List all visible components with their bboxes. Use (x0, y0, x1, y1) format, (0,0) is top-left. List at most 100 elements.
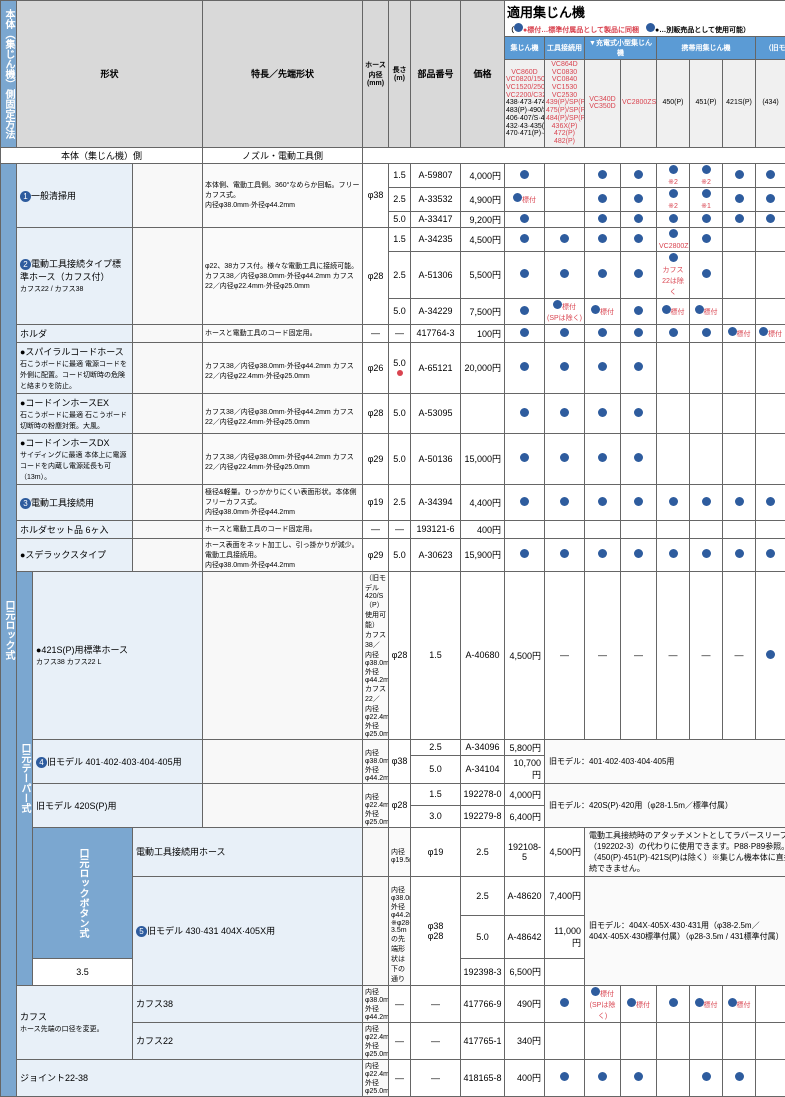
compat-cell (723, 538, 756, 571)
cat-2: 工具接続用 (545, 37, 585, 60)
shape-image (203, 739, 363, 783)
len-cell: 1.5 (411, 571, 461, 739)
len-cell: 5.0 (389, 298, 411, 324)
compat-cell (585, 484, 621, 520)
pn-cell: A-34394 (411, 484, 461, 520)
compat-cell (657, 324, 690, 342)
shape-image (133, 227, 203, 324)
dia-cell: φ28 (363, 227, 389, 324)
compat-cell (585, 211, 621, 227)
compat-cell (505, 227, 545, 251)
bottom-price: 490円 (505, 985, 545, 1022)
compat-cell (723, 187, 756, 211)
compat-cell (545, 342, 585, 393)
spec-cell: カフス38／内径φ38.0mm·外径φ44.2mm カフス22／内径φ22.4m… (203, 433, 363, 484)
compat-cell (621, 393, 657, 433)
row-name: ●421S(P)用標準ホースカフス38 カフス22 L (33, 571, 203, 739)
feature-header: 特長／先端形状 (203, 1, 363, 148)
dia-cell: φ38 (363, 163, 389, 227)
compat-cell (505, 393, 545, 433)
price-cell: 11,000円 (545, 916, 585, 959)
len-cell: 5.0 (389, 342, 411, 393)
compat-cell (585, 163, 621, 187)
dia-cell: — (363, 520, 389, 538)
compat-cell (723, 251, 756, 298)
data-row: ホルダセット品 6ヶ入ホースと電動工具のコード固定用。——193121-6400… (1, 520, 785, 538)
shape-image (363, 827, 389, 876)
compat-cell (723, 520, 756, 538)
compat-cell (545, 538, 585, 571)
section-label: 口元ロックボタン式 (33, 827, 133, 959)
body-side-label: 本体（集じん機）側 (1, 147, 203, 163)
compat-cell (657, 538, 690, 571)
compat-cell: ※2 (690, 163, 723, 187)
price-cell: 5,800円 (505, 739, 545, 756)
data-row: ●コードインホースEX石こうボードに最適 石こうボード切断時の粉塵対策。大風。カ… (1, 393, 785, 433)
cat-3: ▼充電式小型集じん機 (585, 37, 657, 60)
note-cell: 旧モデル：401·402·403·404·405用 (545, 739, 785, 783)
model-col6: 421S(P) (723, 60, 756, 148)
model-col4: 450(P) (657, 60, 690, 148)
bottom-dim: 内径φ22.4mm·外径φ25.0mm (363, 1059, 389, 1096)
compat-cell (756, 298, 785, 324)
len-cell: 5.0 (389, 211, 411, 227)
compat-cell (657, 211, 690, 227)
price-cell: 6,500円 (505, 959, 545, 985)
pn-cell: A-34229 (411, 298, 461, 324)
data-row: 旧モデル 420S(P)用内径φ22.4mm·外径φ25.0mmφ281.519… (1, 783, 785, 805)
row-name: 1一般清掃用 (17, 163, 133, 227)
compat-cell (657, 393, 690, 433)
compat-cell (585, 520, 621, 538)
spec-cell: カフス38／内径φ38.0mm·外径φ44.2mm カフス22／内径φ22.4m… (203, 393, 363, 433)
bottom-dim: 内径φ38.0mm·外径φ44.2mm (363, 985, 389, 1022)
len-cell: 5.0 (461, 916, 505, 959)
compat-cell (505, 298, 545, 324)
price-cell: 4,900円 (461, 187, 505, 211)
compat-cell (505, 433, 545, 484)
compat-cell (756, 484, 785, 520)
compat-cell: — (690, 571, 723, 739)
len-cell: 2.5 (461, 827, 505, 876)
compat-cell: — (621, 571, 657, 739)
legend-sep: ●…別販売品として使用可能 (655, 27, 743, 34)
model-col7: (434) (756, 60, 785, 148)
shape-header: 形状 (17, 1, 203, 148)
compat-cell (505, 211, 545, 227)
compat-cell (723, 298, 756, 324)
compat-cell (690, 342, 723, 393)
pn-cell: 192108-5 (505, 827, 545, 876)
data-row: 2電動工具接続タイプ標準ホース（カフス付）カフス22 / カフス38φ22、38… (1, 227, 785, 251)
compat-cell (723, 433, 756, 484)
compat-cell (756, 211, 785, 227)
compat-cell: ※2 (657, 187, 690, 211)
note-cell: 旧モデル：420S(P)·420用（φ28-1.5m／標準付属） (545, 783, 785, 827)
compat-cell: — (657, 571, 690, 739)
compat-cell (621, 298, 657, 324)
dia-cell: φ28 (389, 783, 411, 827)
compat-cell (505, 342, 545, 393)
shape-image (133, 520, 203, 538)
row-name: ●スパイラルコードホース石こうボードに最適 電源コードを外側に配置。コード切断時… (17, 342, 133, 393)
compat-cell (756, 1022, 785, 1059)
len-cell: 2.5 (389, 187, 411, 211)
compat-cell (756, 342, 785, 393)
compat-cell (585, 433, 621, 484)
compat-cell: ※1 (690, 187, 723, 211)
compat-cell (756, 393, 785, 433)
len-cell: 2.5 (389, 484, 411, 520)
model-col3: VC340DVC350D (585, 60, 621, 148)
compat-cell (723, 1022, 756, 1059)
price-cell (461, 393, 505, 433)
compat-cell (545, 187, 585, 211)
dia-cell: φ28 (389, 571, 411, 739)
hose-inner-header: ホース内径(mm) (363, 1, 389, 148)
spec-cell: 本体側、電動工具側。360°なめらか回転。フリーカフス式。内径φ38.0mm·外… (203, 163, 363, 227)
row-name: 3電動工具接続用 (17, 484, 133, 520)
compat-cell: カフス22は除く (657, 251, 690, 298)
shape-image (203, 783, 363, 827)
compat-cell (505, 484, 545, 520)
spec-cell: カフス38／内径φ38.0mm·外径φ44.2mm カフス22／内径φ22.4m… (203, 342, 363, 393)
section-label: 口元テーパー式 (17, 571, 33, 985)
legend-included: ●標付…標準付属品として製品に同梱 (523, 27, 639, 34)
price-cell: 5,500円 (461, 251, 505, 298)
